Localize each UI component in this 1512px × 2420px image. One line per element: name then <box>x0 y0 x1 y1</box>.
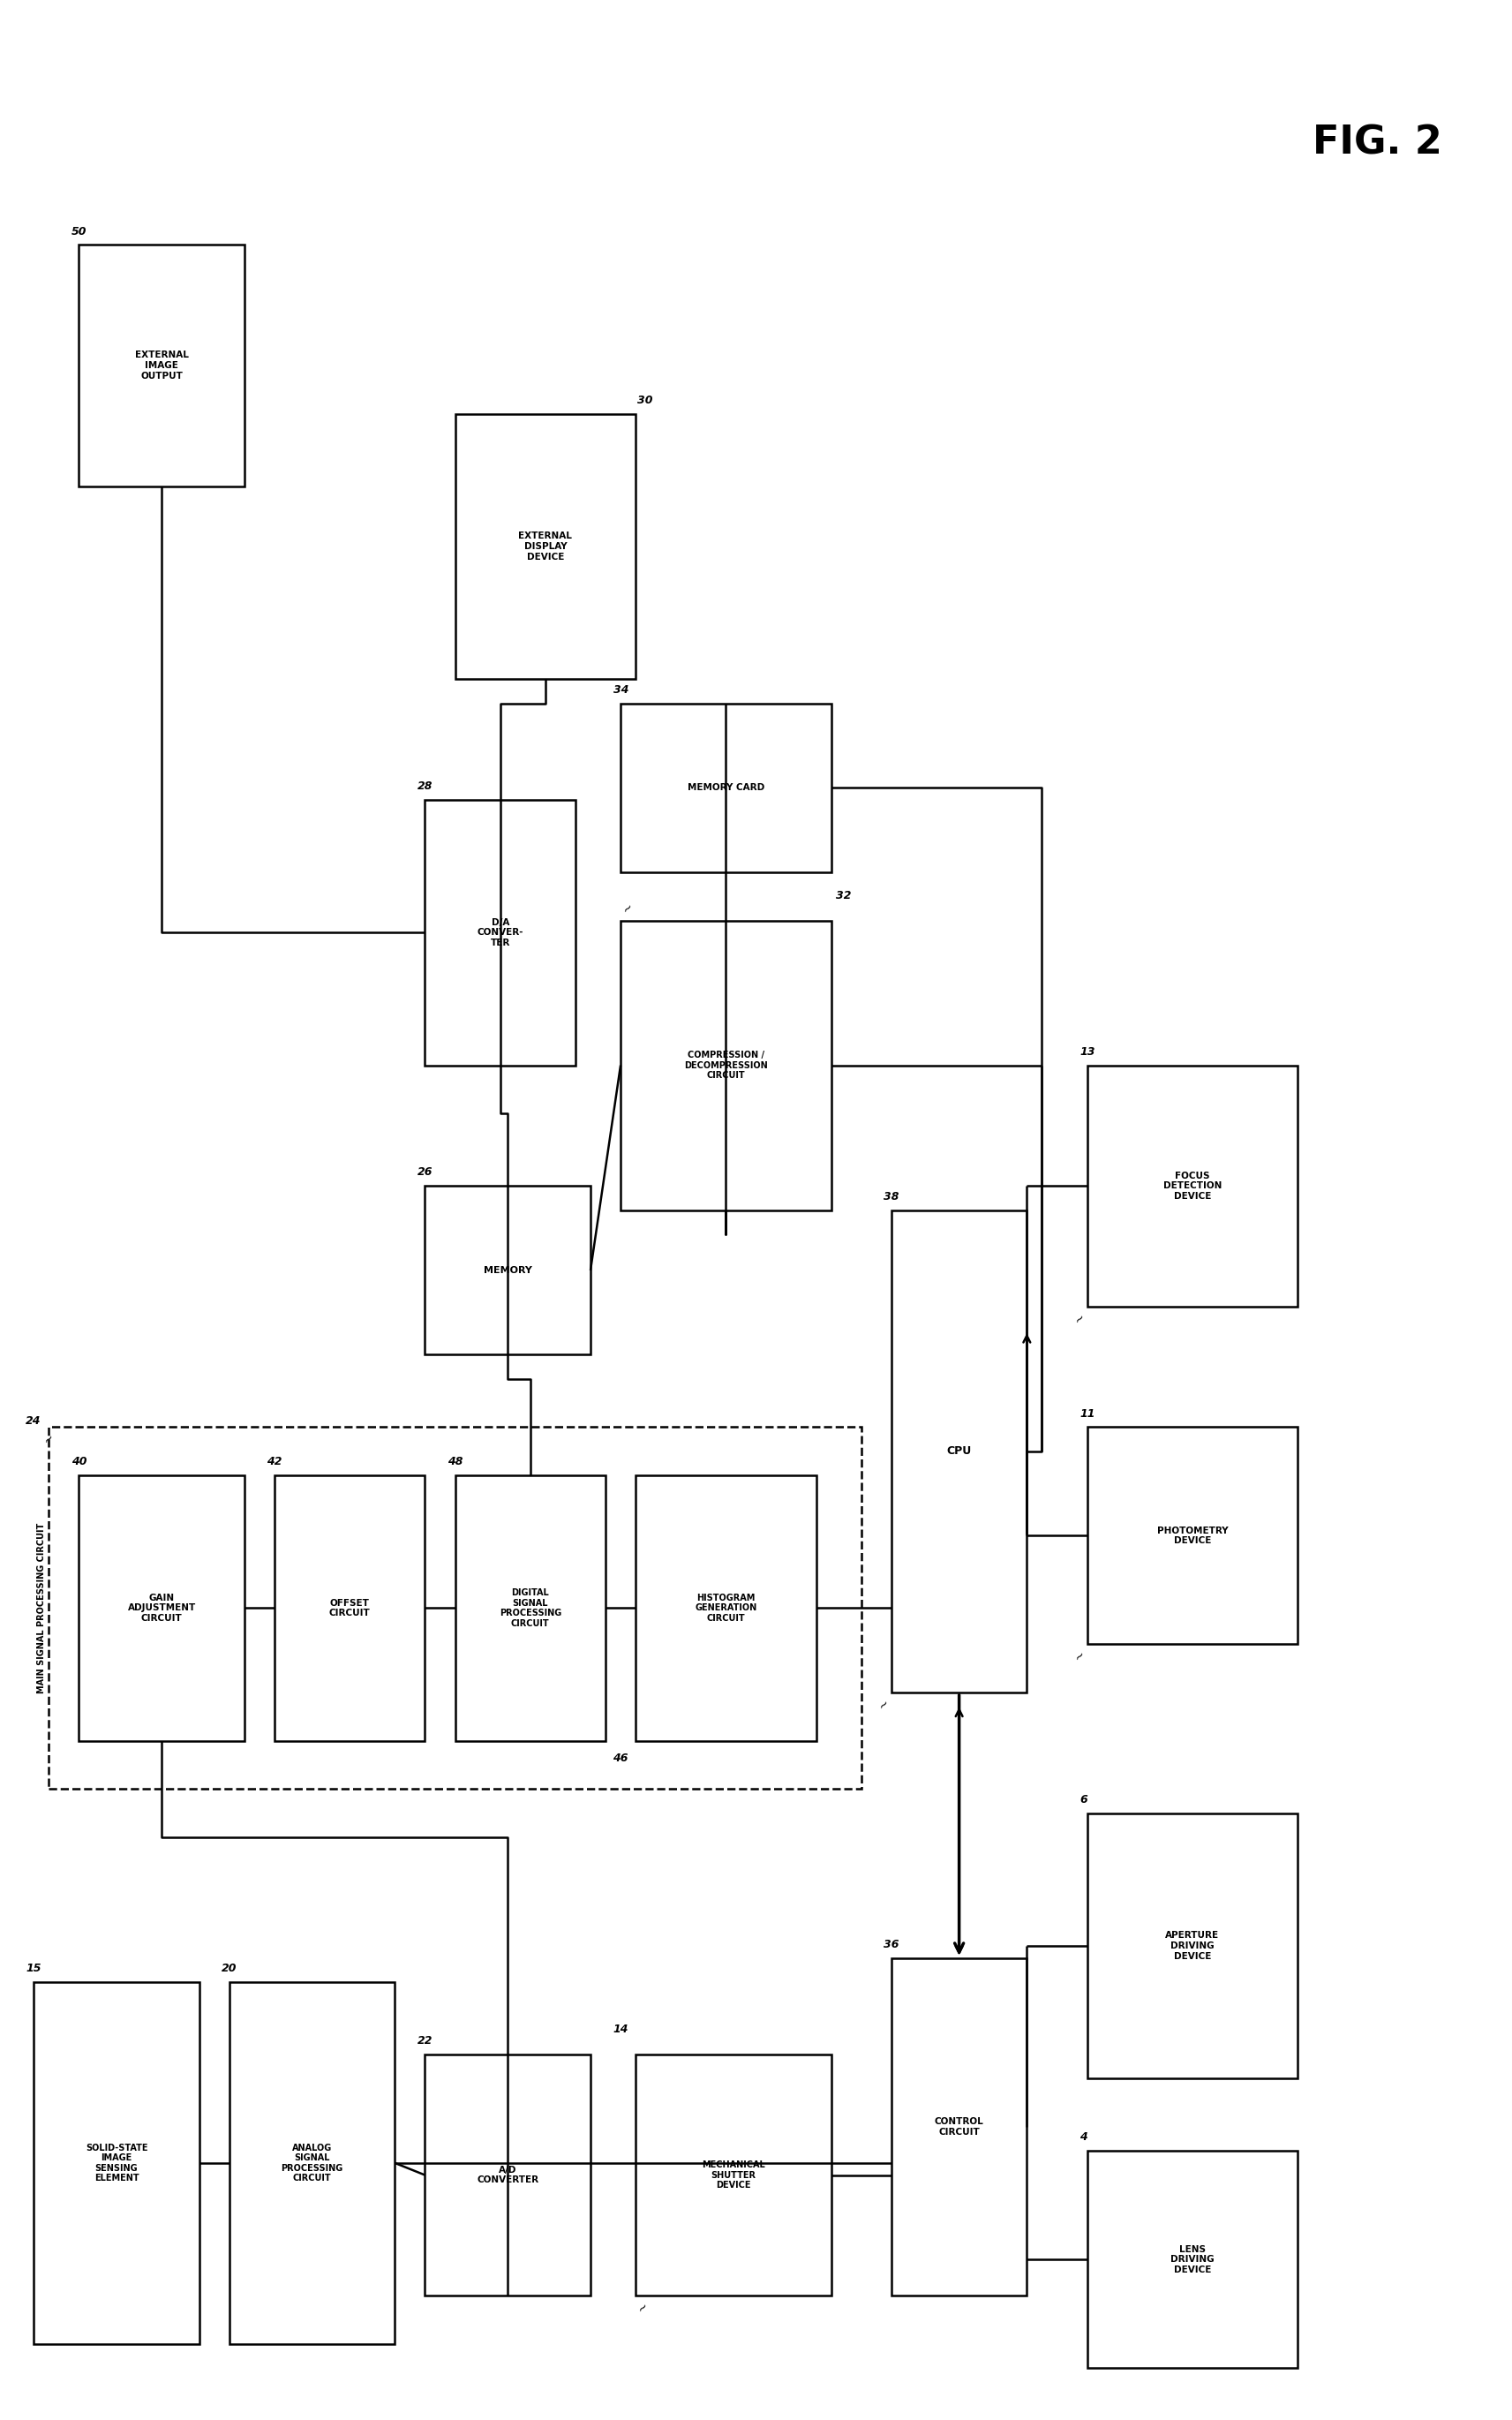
Text: FIG. 2: FIG. 2 <box>1312 123 1442 162</box>
Text: SOLID-STATE
IMAGE
SENSING
ELEMENT: SOLID-STATE IMAGE SENSING ELEMENT <box>85 2144 148 2183</box>
Text: MAIN SIGNAL PROCESSING CIRCUIT: MAIN SIGNAL PROCESSING CIRCUIT <box>36 1522 45 1694</box>
Text: 40: 40 <box>71 1457 86 1467</box>
Text: 26: 26 <box>417 1166 432 1179</box>
Text: PHOTOMETRY
DEVICE: PHOTOMETRY DEVICE <box>1157 1527 1228 1546</box>
Text: ANALOG
SIGNAL
PROCESSING
CIRCUIT: ANALOG SIGNAL PROCESSING CIRCUIT <box>281 2144 343 2183</box>
Text: OFFSET
CIRCUIT: OFFSET CIRCUIT <box>330 1600 370 1617</box>
Text: 15: 15 <box>26 1963 42 1975</box>
Text: 20: 20 <box>222 1963 237 1975</box>
Text: ~: ~ <box>41 1430 57 1447</box>
Bar <box>33 1982 200 2345</box>
Text: ~: ~ <box>635 2299 652 2316</box>
Text: ~: ~ <box>1072 1648 1087 1665</box>
Bar <box>620 704 832 871</box>
Text: 13: 13 <box>1080 1045 1095 1058</box>
Bar <box>1087 1813 1297 2079</box>
Bar <box>1087 1428 1297 1643</box>
Text: CONTROL
CIRCUIT: CONTROL CIRCUIT <box>934 2118 984 2137</box>
Text: LENS
DRIVING
DEVICE: LENS DRIVING DEVICE <box>1170 2246 1214 2275</box>
Bar <box>892 1958 1027 2297</box>
Text: 28: 28 <box>417 782 432 791</box>
Text: DIGITAL
SIGNAL
PROCESSING
CIRCUIT: DIGITAL SIGNAL PROCESSING CIRCUIT <box>499 1588 561 1629</box>
Bar <box>79 1476 245 1740</box>
Text: A/D
CONVERTER: A/D CONVERTER <box>476 2166 538 2185</box>
Text: 32: 32 <box>836 891 851 900</box>
Text: D/A
CONVER-
TER: D/A CONVER- TER <box>478 917 523 946</box>
Bar <box>620 920 832 1210</box>
Bar <box>455 1476 605 1740</box>
Text: 30: 30 <box>637 394 653 407</box>
Text: ~: ~ <box>1072 1312 1087 1326</box>
Text: 22: 22 <box>417 2035 432 2047</box>
Text: APERTURE
DRIVING
DEVICE: APERTURE DRIVING DEVICE <box>1166 1931 1219 1960</box>
Bar <box>1087 1065 1297 1307</box>
Text: 46: 46 <box>612 1752 627 1764</box>
Text: 36: 36 <box>885 1938 900 1951</box>
Bar <box>48 1428 862 1788</box>
Text: 14: 14 <box>612 2023 627 2035</box>
Text: COMPRESSION /
DECOMPRESSION
CIRCUIT: COMPRESSION / DECOMPRESSION CIRCUIT <box>683 1050 768 1079</box>
Bar <box>635 1476 816 1740</box>
Bar <box>455 414 635 680</box>
Text: GAIN
ADJUSTMENT
CIRCUIT: GAIN ADJUSTMENT CIRCUIT <box>127 1592 195 1624</box>
Text: ~: ~ <box>875 1696 892 1713</box>
Text: 24: 24 <box>26 1416 41 1425</box>
Text: MEMORY: MEMORY <box>484 1266 532 1275</box>
Text: ~: ~ <box>620 900 637 917</box>
Text: 50: 50 <box>71 225 86 237</box>
Text: 38: 38 <box>885 1191 900 1203</box>
Text: 11: 11 <box>1080 1408 1095 1418</box>
Bar <box>1087 2151 1297 2369</box>
Bar <box>425 1186 591 1355</box>
Bar <box>230 1982 395 2345</box>
Bar <box>892 1210 1027 1692</box>
Bar <box>635 2055 832 2297</box>
Text: EXTERNAL
IMAGE
OUTPUT: EXTERNAL IMAGE OUTPUT <box>135 351 189 380</box>
Text: MECHANICAL
SHUTTER
DEVICE: MECHANICAL SHUTTER DEVICE <box>702 2161 765 2190</box>
Text: EXTERNAL
DISPLAY
DEVICE: EXTERNAL DISPLAY DEVICE <box>519 532 572 561</box>
Bar <box>275 1476 425 1740</box>
Text: 4: 4 <box>1080 2132 1087 2144</box>
Text: MEMORY CARD: MEMORY CARD <box>688 784 765 791</box>
Text: 34: 34 <box>612 685 629 695</box>
Text: 48: 48 <box>448 1457 463 1467</box>
Text: FOCUS
DETECTION
DEVICE: FOCUS DETECTION DEVICE <box>1163 1171 1222 1200</box>
Bar <box>425 2055 591 2297</box>
Text: 6: 6 <box>1080 1793 1087 1805</box>
Bar <box>425 801 576 1065</box>
Text: CPU: CPU <box>947 1445 972 1457</box>
Text: HISTOGRAM
GENERATION
CIRCUIT: HISTOGRAM GENERATION CIRCUIT <box>696 1592 758 1624</box>
Text: 42: 42 <box>268 1457 283 1467</box>
Bar <box>79 244 245 486</box>
